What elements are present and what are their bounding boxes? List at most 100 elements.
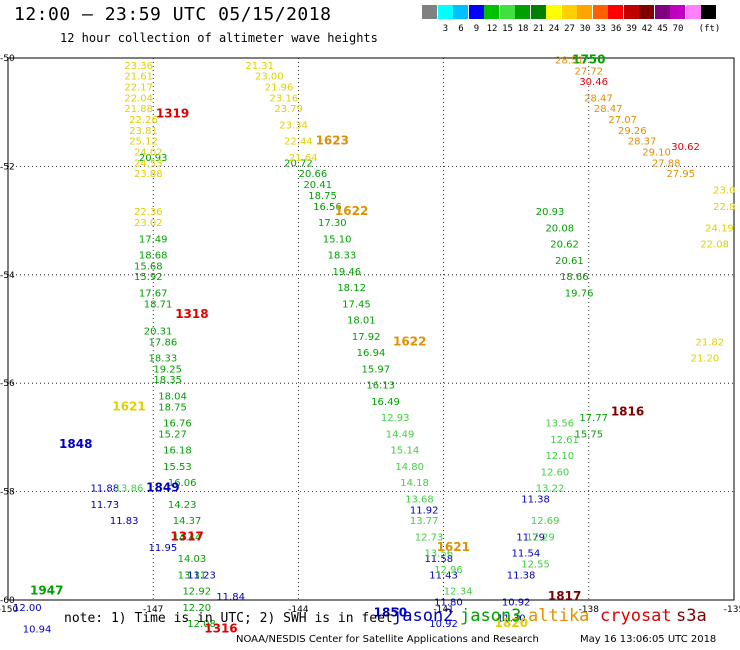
scale-swatch — [437, 5, 453, 19]
wave-height-point: 17.45 — [342, 299, 371, 310]
scale-swatch — [546, 5, 561, 19]
wave-height-point: 17.86 — [149, 337, 178, 348]
wave-height-point: 20.66 — [299, 169, 328, 180]
wave-height-point: 18.75 — [308, 191, 337, 202]
scale-label: 39 — [626, 24, 637, 34]
wave-height-point: 17.92 — [352, 332, 381, 343]
wave-height-point: 18.33 — [328, 251, 357, 262]
scale-swatch — [701, 5, 716, 19]
wave-height-point: 22.04 — [124, 93, 153, 104]
wave-height-point: 15.75 — [574, 429, 603, 440]
scale-swatch — [561, 5, 577, 19]
wave-height-point: 22.8 — [713, 202, 735, 213]
wave-height-point: 20.93 — [139, 153, 168, 164]
chart-axes: -150 -147 -144 -141 -138 -135 -50 -52 -54 -56 -58 -… — [0, 54, 740, 615]
scale-swatch — [468, 5, 484, 19]
wave-height-point: 12.69 — [531, 516, 560, 527]
wave-height-point: 23.34 — [279, 120, 308, 131]
wave-height-point: 16.49 — [371, 397, 400, 408]
wave-height-point: 29.26 — [618, 126, 647, 137]
wave-height-point: 27.88 — [652, 158, 681, 169]
wave-height-point: 17.77 — [579, 413, 608, 424]
wave-height-point: 20.93 — [536, 207, 565, 218]
wave-height-point: 11.30 — [497, 614, 526, 625]
wave-height-point: 18.01 — [347, 316, 376, 327]
wave-height-point: 19.76 — [565, 288, 594, 299]
wave-height-point: 22.44 — [284, 137, 313, 148]
wave-height-point: 15.53 — [163, 462, 192, 473]
wave-height-point: 11.73 — [90, 500, 119, 511]
wave-height-point: 10.92 — [429, 619, 458, 630]
scale-swatch — [422, 5, 437, 19]
wave-height-point: 29.10 — [642, 148, 671, 159]
wave-height-point: 23.79 — [274, 104, 303, 115]
plot-frame — [7, 57, 735, 601]
satellite-legend-altika: altika — [528, 606, 590, 626]
wave-height-point: 21.20 — [691, 354, 720, 365]
scale-label: 27 — [564, 24, 575, 34]
wave-height-point: 22.26 — [129, 115, 158, 126]
satellite-legend-s3a: s3a — [676, 606, 707, 626]
wave-height-point: 11.38 — [521, 494, 550, 505]
scale-label: 3 — [442, 24, 449, 34]
wave-height-point: 11.54 — [512, 549, 541, 560]
pass-time-label: 1817 — [548, 589, 581, 603]
pass-id-label: 1621 — [112, 399, 145, 413]
y-tick-label: -58 — [0, 488, 15, 498]
scale-label: 30 — [579, 24, 591, 34]
wave-height-point: 12.73 — [415, 532, 444, 543]
scale-label: 15 — [502, 24, 513, 34]
wave-height-point: 19.46 — [332, 267, 361, 278]
wave-height-point: 14.37 — [173, 516, 202, 527]
wave-height-point: 27.72 — [574, 66, 603, 77]
scale-swatch — [577, 5, 592, 19]
wave-height-point: 28.37 — [628, 137, 657, 148]
wave-height-point: 21.96 — [265, 83, 294, 94]
wave-height-point: 30.62 — [671, 142, 700, 153]
scale-label: 33 — [595, 24, 606, 34]
wave-height-point: 13.77 — [410, 516, 439, 527]
wave-height-point: 13.86 — [115, 484, 144, 495]
wave-height-point: 28.47 — [594, 104, 623, 115]
wave-height-point: 27.95 — [666, 169, 695, 180]
y-tick-label: -60 — [0, 596, 15, 606]
satellite-legend-jason2: jason2 — [392, 606, 454, 626]
scale-label: 18 — [517, 24, 529, 34]
wave-height-point: 22.17 — [124, 83, 153, 94]
scale-swatch — [453, 5, 468, 19]
y-tick-label: -56 — [0, 379, 15, 389]
wave-height-point: 23.16 — [270, 93, 299, 104]
wave-height-point: 24.19 — [705, 223, 734, 234]
scale-swatch — [484, 5, 499, 19]
wave-height-point: 18.12 — [337, 283, 366, 294]
wave-height-point: 11.38 — [507, 570, 536, 581]
wave-height-point: 17.67 — [139, 288, 168, 299]
wave-height-point: 28.51 — [555, 55, 584, 66]
wave-height-point: 20.41 — [303, 180, 332, 191]
pass-time-label: 1623 — [316, 134, 349, 148]
wave-height-point: 10.92 — [502, 597, 531, 608]
pass-id-label: 1820 — [495, 616, 528, 630]
wave-height-point: 12.93 — [381, 413, 410, 424]
y-tick-label: -50 — [0, 54, 15, 64]
wave-height-point: 18.71 — [144, 299, 173, 310]
scale-label: 21 — [533, 24, 544, 34]
chart-pass-labels: 1319 1623 1622 1318 1622 1317 1316 1621 1817 1816 — [156, 107, 644, 636]
scale-swatch — [685, 5, 701, 19]
wave-height-point: 18.04 — [158, 391, 187, 402]
wave-height-point: 20.72 — [284, 158, 313, 169]
wave-height-point: 21.61 — [124, 72, 153, 83]
pass-id-label: 1750 — [572, 52, 605, 66]
scale-swatch — [515, 5, 530, 19]
scale-swatch — [499, 5, 515, 19]
wave-height-point: 16.56 — [313, 202, 342, 213]
wave-height-point: 18.33 — [149, 354, 178, 365]
scale-label: 45 — [657, 24, 668, 34]
wave-height-point: 14.03 — [178, 554, 207, 565]
wave-height-point: 28.47 — [584, 93, 613, 104]
wave-height-point: 12.00 — [13, 603, 42, 614]
scale-label: 36 — [610, 24, 622, 34]
wave-height-point: 16.76 — [163, 419, 192, 430]
wave-height-point: 15.97 — [362, 364, 391, 375]
wave-height-point: 21.88 — [124, 104, 153, 115]
